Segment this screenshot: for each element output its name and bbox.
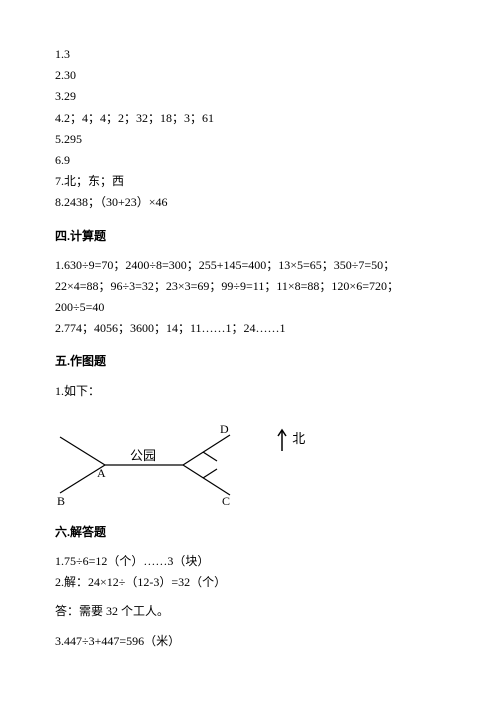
- answer-2: 2.30: [55, 66, 445, 85]
- answer-1: 1.3: [55, 45, 445, 64]
- answer-6: 6.9: [55, 151, 445, 170]
- label-park: 公园: [130, 448, 156, 463]
- solve-q2-answer: 答：需要 32 个工人。: [55, 602, 445, 621]
- solve-block: 1.75÷6=12（个）……3（块） 2.解：24×12÷（12-3）=32（个…: [55, 552, 445, 651]
- drawing-intro: 1.如下：: [55, 382, 445, 401]
- label-b: B: [57, 494, 65, 507]
- section-4-title: 四.计算题: [55, 227, 445, 246]
- answer-7: 7.北；东；西: [55, 172, 445, 191]
- solve-q3: 3.447÷3+447=596（米）: [55, 632, 445, 651]
- calc-block: 1.630÷9=70；2400÷8=300；255+145=400；13×5=6…: [55, 256, 445, 339]
- park-diagram: A B C D 公园: [55, 417, 255, 507]
- north-indicator: 北: [275, 427, 305, 453]
- answers-block: 1.3 2.30 3.29 4.2；4；4；2；32；18；3；61 5.295…: [55, 45, 445, 213]
- label-d: D: [220, 422, 229, 436]
- calc-line-2: 22×4=88；96÷3=32；23×3=69；99÷9=11；11×8=88；…: [55, 277, 445, 296]
- calc-line-4: 2.774；4056；3600；14；11……1；24……1: [55, 319, 445, 338]
- diagram-container: A B C D 公园 北: [55, 417, 445, 507]
- answer-3: 3.29: [55, 87, 445, 106]
- answer-5: 5.295: [55, 130, 445, 149]
- section-6-title: 六.解答题: [55, 523, 445, 542]
- solve-q1: 1.75÷6=12（个）……3（块）: [55, 552, 445, 571]
- section-5-title: 五.作图题: [55, 352, 445, 371]
- label-c: C: [222, 494, 230, 507]
- north-label: 北: [292, 431, 305, 446]
- solve-q2: 2.解：24×12÷（12-3）=32（个）: [55, 573, 445, 592]
- north-arrow-icon: [275, 427, 289, 453]
- calc-line-3: 200÷5=40: [55, 298, 445, 317]
- calc-line-1: 1.630÷9=70；2400÷8=300；255+145=400；13×5=6…: [55, 256, 445, 275]
- label-a: A: [97, 466, 106, 480]
- answer-4: 4.2；4；4；2；32；18；3；61: [55, 109, 445, 128]
- answer-8: 8.2438；（30+23）×46: [55, 193, 445, 212]
